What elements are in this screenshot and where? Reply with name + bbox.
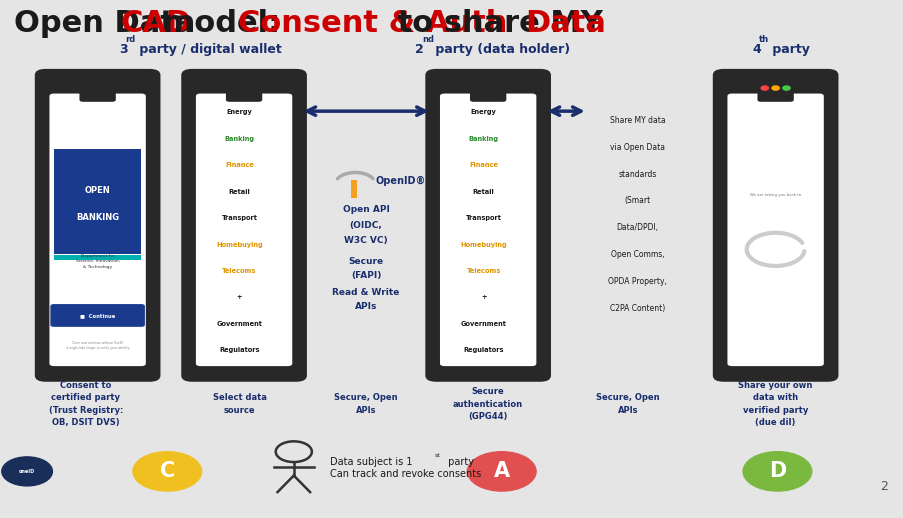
Text: Finance: Finance bbox=[225, 162, 254, 168]
Text: Transport: Transport bbox=[221, 215, 257, 221]
FancyBboxPatch shape bbox=[470, 85, 506, 102]
Text: Open Data: Open Data bbox=[14, 9, 205, 38]
Text: Read & Write: Read & Write bbox=[332, 288, 399, 297]
Text: Secure
authentication
(GPG44): Secure authentication (GPG44) bbox=[452, 387, 523, 421]
FancyBboxPatch shape bbox=[79, 85, 116, 102]
Text: party: party bbox=[768, 42, 809, 56]
FancyBboxPatch shape bbox=[425, 69, 551, 382]
Text: OPDA Property,: OPDA Property, bbox=[607, 277, 666, 286]
Text: Finance: Finance bbox=[469, 162, 498, 168]
Text: (FAPI): (FAPI) bbox=[350, 271, 381, 280]
Text: oneID: oneID bbox=[19, 469, 35, 474]
Text: party / digital wallet: party / digital wallet bbox=[135, 42, 281, 56]
Circle shape bbox=[771, 86, 778, 90]
Text: st: st bbox=[434, 453, 440, 458]
Text: Homebuying: Homebuying bbox=[460, 241, 507, 248]
Circle shape bbox=[133, 452, 201, 491]
Text: (OIDC,: (OIDC, bbox=[349, 221, 382, 230]
Circle shape bbox=[467, 452, 535, 491]
Text: rd: rd bbox=[126, 35, 135, 45]
Text: Telecoms: Telecoms bbox=[222, 268, 256, 274]
Text: Transport: Transport bbox=[465, 215, 501, 221]
Text: via Open Data: via Open Data bbox=[610, 142, 664, 152]
Text: Close and continue without OneID
it might take longer to verify your identity.: Close and continue without OneID it migh… bbox=[66, 341, 129, 350]
Text: nd: nd bbox=[422, 35, 433, 45]
Text: C: C bbox=[160, 462, 174, 481]
Text: Retail: Retail bbox=[228, 189, 250, 195]
FancyBboxPatch shape bbox=[196, 94, 292, 366]
Text: Secure, Open
APIs: Secure, Open APIs bbox=[334, 393, 397, 415]
Text: Can track and revoke consents: Can track and revoke consents bbox=[330, 469, 480, 479]
Text: Regulators: Regulators bbox=[219, 347, 259, 353]
FancyBboxPatch shape bbox=[51, 304, 144, 327]
Text: th: th bbox=[759, 35, 768, 45]
Bar bbox=[54, 149, 141, 254]
Text: Banking: Banking bbox=[468, 136, 498, 142]
Circle shape bbox=[742, 452, 811, 491]
Text: Open API: Open API bbox=[342, 205, 389, 214]
Text: D: D bbox=[768, 462, 786, 481]
Text: Share MY data: Share MY data bbox=[609, 116, 665, 125]
Text: Share your own
data with
verified party
(due dil): Share your own data with verified party … bbox=[738, 381, 812, 427]
FancyBboxPatch shape bbox=[727, 94, 823, 366]
Text: Consent & Auth: Consent & Auth bbox=[237, 9, 507, 38]
Text: (Smart: (Smart bbox=[623, 196, 650, 206]
Text: standards: standards bbox=[618, 169, 656, 179]
Text: Government: Government bbox=[217, 321, 262, 327]
Text: party (data holder): party (data holder) bbox=[431, 42, 570, 56]
Text: We are taking you back to: We are taking you back to bbox=[749, 193, 800, 197]
Circle shape bbox=[2, 457, 52, 486]
Text: CAD: CAD bbox=[120, 9, 191, 38]
Text: OpenID®: OpenID® bbox=[375, 176, 425, 186]
Text: Government: Government bbox=[461, 321, 506, 327]
Text: Consent to
certified party
(Trust Registry:
OB, DSIT DVS): Consent to certified party (Trust Regist… bbox=[49, 381, 123, 427]
FancyBboxPatch shape bbox=[440, 94, 535, 366]
FancyBboxPatch shape bbox=[50, 94, 145, 366]
Text: BANKING: BANKING bbox=[76, 212, 119, 222]
Text: Data: Data bbox=[525, 9, 606, 38]
Text: Secure: Secure bbox=[349, 257, 383, 266]
Text: Homebuying: Homebuying bbox=[216, 241, 263, 248]
Text: Energy: Energy bbox=[470, 109, 496, 116]
Text: Department for
Science, Innovation,
& Technology: Department for Science, Innovation, & Te… bbox=[76, 254, 119, 268]
Text: Regulators: Regulators bbox=[463, 347, 503, 353]
FancyBboxPatch shape bbox=[712, 69, 838, 382]
FancyBboxPatch shape bbox=[181, 69, 307, 382]
Text: party: party bbox=[445, 457, 474, 467]
Text: Telecoms: Telecoms bbox=[466, 268, 500, 274]
Text: Secure, Open
APIs: Secure, Open APIs bbox=[596, 393, 659, 415]
FancyBboxPatch shape bbox=[226, 85, 262, 102]
Circle shape bbox=[782, 86, 789, 90]
Text: APIs: APIs bbox=[355, 302, 377, 311]
Bar bbox=[54, 255, 141, 260]
Text: A: A bbox=[493, 462, 509, 481]
Text: 4: 4 bbox=[752, 42, 760, 56]
Text: Energy: Energy bbox=[227, 109, 252, 116]
Text: Open Comms,: Open Comms, bbox=[610, 250, 664, 260]
Text: Data subject is 1: Data subject is 1 bbox=[330, 457, 412, 467]
Text: Data/DPDI,: Data/DPDI, bbox=[616, 223, 657, 233]
Text: C2PA Content): C2PA Content) bbox=[609, 304, 665, 313]
Text: Retail: Retail bbox=[472, 189, 494, 195]
Text: 2: 2 bbox=[414, 42, 424, 56]
Text: model:: model: bbox=[152, 9, 291, 38]
Text: ■  Continue: ■ Continue bbox=[79, 313, 116, 318]
Text: Select data
source: Select data source bbox=[212, 393, 266, 415]
Text: +: + bbox=[237, 294, 242, 300]
Text: to share MY: to share MY bbox=[386, 9, 612, 38]
Bar bbox=[350, 180, 357, 198]
Text: +: + bbox=[480, 294, 486, 300]
Text: W3C VC): W3C VC) bbox=[344, 236, 387, 246]
Text: 2: 2 bbox=[879, 480, 887, 494]
FancyBboxPatch shape bbox=[34, 69, 161, 382]
FancyBboxPatch shape bbox=[757, 85, 793, 102]
Text: 3: 3 bbox=[119, 42, 127, 56]
Circle shape bbox=[760, 86, 768, 90]
Text: Banking: Banking bbox=[224, 136, 255, 142]
Text: OPEN: OPEN bbox=[85, 186, 110, 195]
